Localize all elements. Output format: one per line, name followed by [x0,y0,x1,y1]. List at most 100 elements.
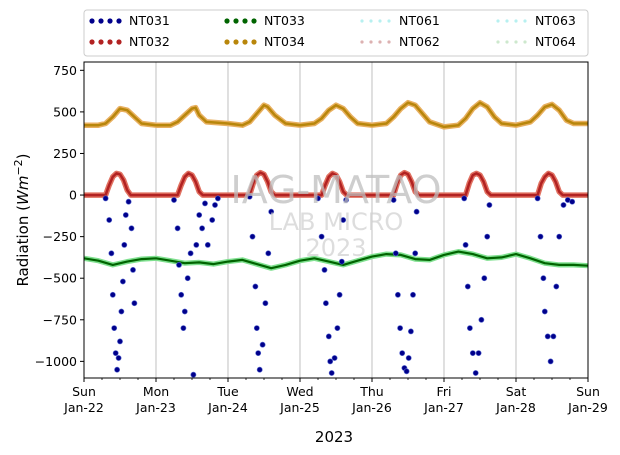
legend-item-nt032: NT032 [89,34,170,49]
nt031-point [550,333,557,340]
nt031-point [547,358,554,365]
x-tick-day: Tue [216,384,239,399]
nt031-point [214,195,221,202]
x-tick-day: Sun [72,384,96,399]
x-axis-title: 2023 [315,428,353,446]
nt031-point [246,193,253,200]
nt031-point [340,217,347,223]
nt031-point [328,370,335,376]
nt031-point [181,308,188,315]
nt031-point [178,291,185,298]
x-tick-date: Jan-29 [567,400,608,415]
nt031-point [413,208,420,215]
nt031-point [131,300,138,307]
x-tick-date: Jan-27 [423,400,464,415]
nt031-point [118,308,125,315]
legend-item-nt064: NT064 [496,34,576,49]
nt031-point [109,291,116,298]
legend-marker [387,19,391,23]
nt031-point [466,325,473,331]
nt031-point [265,250,272,257]
y-axis-title-exponent: −2 [12,159,25,175]
series-line-nt033 [83,250,589,270]
nt031-point [464,283,471,290]
watermark: IAG-MATAO LAB MICRO 2023 [230,168,441,262]
nt031-point [184,275,191,282]
legend-item-nt034: NT034 [224,34,305,49]
legend-item-nt063: NT063 [496,13,576,28]
y-tick-label: 750 [53,63,77,78]
nt031-point [331,355,338,361]
legend-marker [514,40,518,44]
legend-marker [242,39,248,45]
series-layer [83,99,589,378]
nt031-point [486,202,493,208]
y-axis-title-unit: Wm [14,176,32,205]
x-tick-date: Jan-22 [63,400,104,415]
legend-label: NT063 [535,13,576,28]
nt031-point [108,250,115,257]
legend-marker [116,18,122,24]
nt031-point [209,217,216,223]
y-tick-label: 500 [53,104,77,119]
legend-marker [505,40,509,44]
nt031-point [537,233,544,240]
x-tick-day: Sat [506,384,527,399]
x-tick-date: Jan-25 [279,400,320,415]
legend-marker [387,40,391,44]
nt031-point [268,208,275,215]
x-tick-date: Jan-28 [495,400,536,415]
y-axis: 750 500 250 0 −250 −500 −750 −1000 [35,63,84,369]
nt031-point [249,233,256,240]
nt031-point [204,241,211,248]
legend-marker [98,18,104,24]
x-tick-day: Thu [359,384,383,399]
legend-marker [224,18,230,24]
nt031-point [392,250,399,257]
nt031-point [412,250,419,257]
legend-marker [369,19,373,23]
nt031-point [130,266,136,273]
legend-marker [98,39,104,45]
y-axis-title: Radiation (Wm−2) [12,153,32,286]
nt031-point [403,368,410,375]
y-axis-title-close: ) [14,153,32,159]
y-tick-label: −500 [43,271,77,286]
legend-marker [523,40,527,44]
nt031-point [102,195,109,202]
legend-item-nt033: NT033 [224,13,305,28]
series-nt031 [102,193,576,378]
nt031-point [325,333,332,340]
nt031-point [390,197,397,203]
x-tick-date: Jan-24 [207,400,248,415]
nt031-point [196,212,203,218]
legend-label: NT033 [264,13,305,28]
x-axis: SunJan-22MonJan-23TueJan-24WedJan-25ThuJ… [63,378,608,415]
legend-marker [251,18,257,24]
nt031-point [114,366,120,373]
legend-marker [107,18,113,24]
legend-marker [360,40,364,44]
legend-marker [89,18,95,24]
nt031-point [176,261,182,268]
nt031-point [256,366,263,373]
series-nt033 [83,249,589,271]
nt031-point [569,198,576,205]
nt031-point [544,333,551,340]
legend-marker [242,18,248,24]
x-tick-date: Jan-23 [135,400,176,415]
nt031-point [472,370,479,376]
nt031-point [259,341,266,348]
nt031-point [253,325,260,331]
nt031-point [120,278,126,285]
y-tick-label: −250 [43,229,77,244]
nt031-point [315,195,321,202]
nt031-point [111,325,118,331]
legend-label: NT061 [399,13,440,28]
legend: NT031 NT032 NT033 NT034 NT061 NT062 NT063 NT064 [83,9,589,57]
nt031-point [199,225,205,232]
series-nt032 [84,169,588,198]
nt031-point [336,291,343,298]
nt031-point [327,358,334,365]
